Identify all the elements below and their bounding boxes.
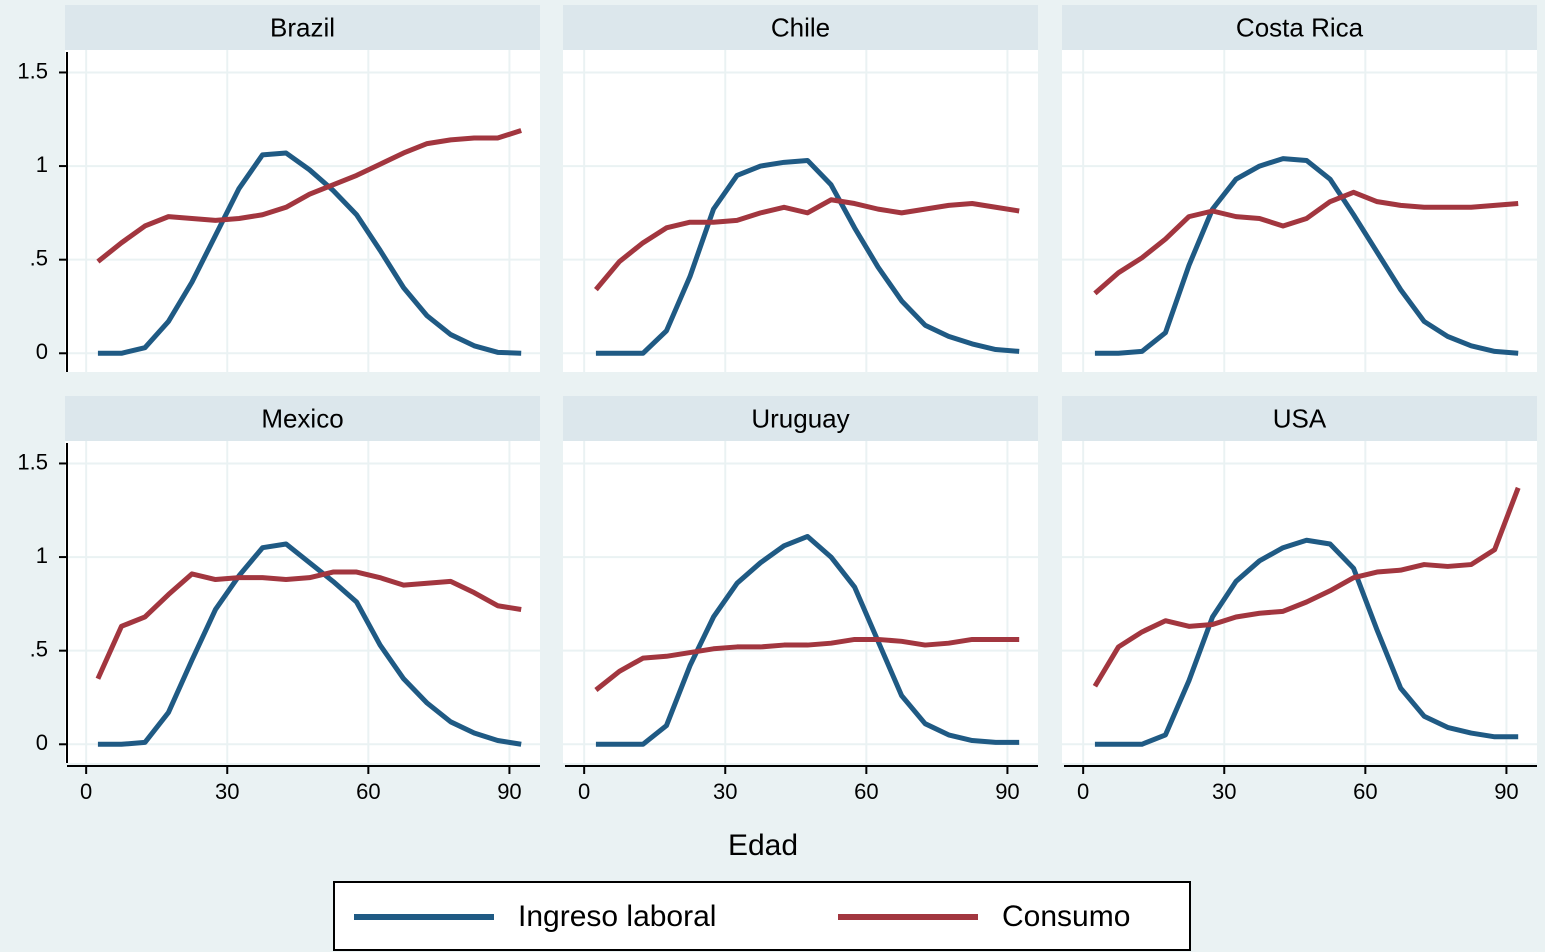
y-tick-label: 1 [36, 543, 48, 568]
series-line [594, 636, 1020, 692]
plot-area [65, 441, 540, 763]
x-axis-title: Edad [728, 829, 798, 862]
x-tick-label: 60 [1353, 779, 1377, 804]
x-tick-label: 0 [80, 779, 92, 804]
series-line [95, 569, 522, 680]
x-tick-label: 30 [215, 779, 239, 804]
series-line [1094, 537, 1519, 747]
plot-area [65, 50, 540, 372]
plot-area [563, 441, 1038, 763]
series-line [97, 150, 522, 356]
y-tick-label: 0 [36, 339, 48, 364]
y-tick-label: 0 [36, 730, 48, 755]
y-tick-label: 1.5 [17, 449, 48, 474]
series-line [1093, 189, 1519, 296]
x-tick-label: 60 [356, 779, 380, 804]
y-tick-label: .5 [30, 245, 48, 270]
x-tick-label: 90 [995, 779, 1019, 804]
panel-title: USA [1273, 403, 1327, 433]
y-tick-label: 1.5 [17, 58, 48, 83]
x-tick-label: 90 [1494, 779, 1518, 804]
series-line [96, 128, 522, 264]
x-tick-label: 0 [1077, 779, 1089, 804]
x-tick-label: 90 [497, 779, 521, 804]
legend-label: Consumo [1002, 900, 1130, 933]
plot-area [1062, 50, 1537, 372]
x-tick-label: 60 [854, 779, 878, 804]
series-line [1094, 156, 1519, 356]
strip [563, 396, 1038, 441]
strip [65, 5, 540, 50]
x-tick-label: 0 [578, 779, 590, 804]
legend-label: Ingreso laboral [518, 900, 716, 933]
y-tick-label: .5 [30, 636, 48, 661]
y-tick-label: 1 [36, 152, 48, 177]
series-line [594, 197, 1020, 292]
x-tick-label: 30 [1212, 779, 1236, 804]
panel-title: Chile [771, 12, 830, 42]
strip [1062, 5, 1537, 50]
panel-title: Brazil [270, 12, 335, 42]
panel-title: Mexico [261, 403, 343, 433]
series-line [97, 541, 522, 747]
series-line [1092, 486, 1521, 688]
strip [65, 396, 540, 441]
series-line [595, 533, 1020, 747]
plot-area [1062, 441, 1537, 763]
panel-title: Costa Rica [1236, 12, 1364, 42]
panel-title: Uruguay [751, 403, 849, 433]
series-line [595, 157, 1020, 356]
x-tick-label: 30 [713, 779, 737, 804]
strip [1062, 396, 1537, 441]
strip [563, 5, 1038, 50]
